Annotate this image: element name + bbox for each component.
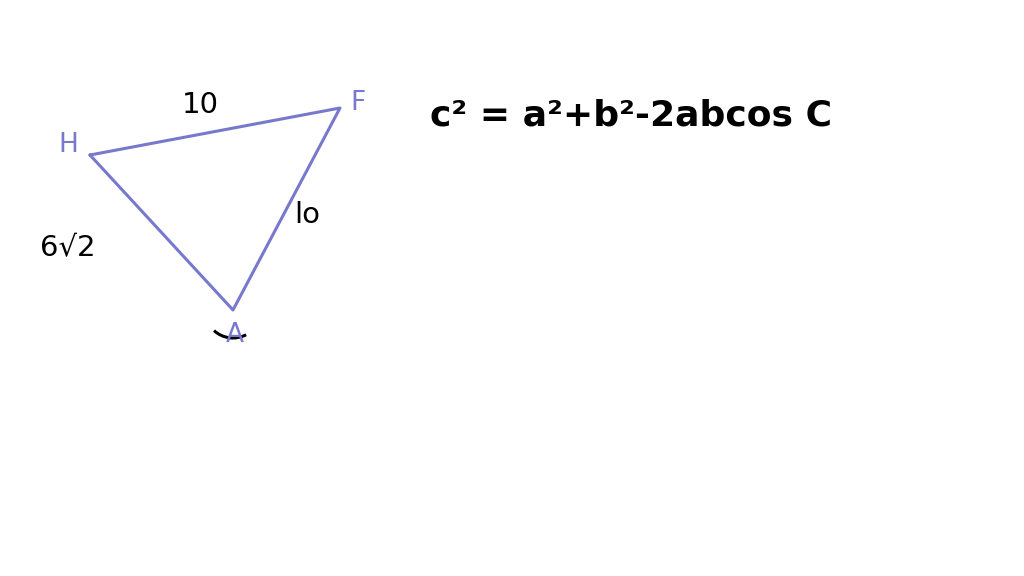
Text: 10: 10 [181,91,218,119]
Text: F: F [350,90,366,116]
Text: A: A [226,322,244,348]
Text: c² = a²+b²-2abcos C: c² = a²+b²-2abcos C [430,98,831,132]
Text: 6√2: 6√2 [40,234,96,262]
Text: H: H [58,132,78,158]
Text: lo: lo [294,201,319,229]
